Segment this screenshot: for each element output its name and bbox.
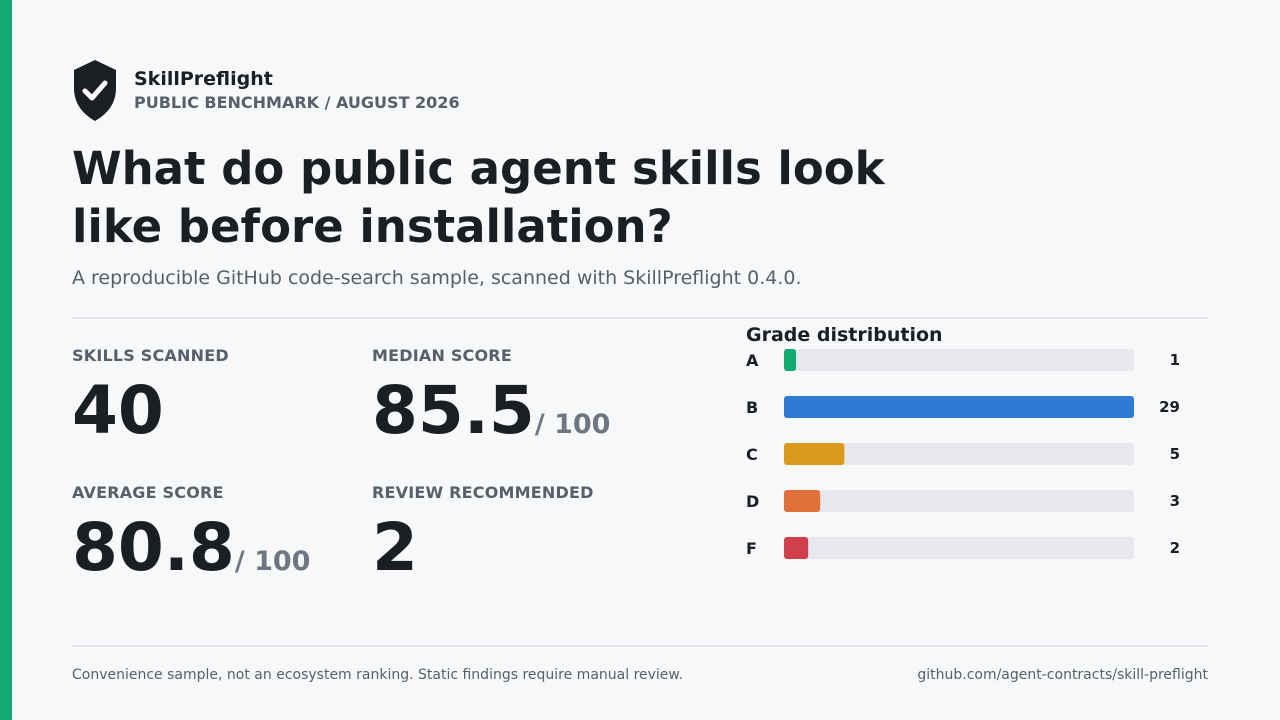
shield-check-icon (74, 60, 116, 121)
stat-review-recommended: REVIEW RECOMMENDED 2 (372, 483, 594, 584)
grade-label-d: D (746, 492, 759, 511)
page-title: What do public agent skills look like be… (72, 142, 885, 253)
brand-subtitle: PUBLIC BENCHMARK / AUGUST 2026 (134, 92, 460, 112)
grade-bar-a (784, 349, 797, 371)
stat-label: MEDIAN SCORE (372, 346, 512, 365)
brand-name: SkillPreflight (134, 67, 273, 90)
stat-value: 80.8 (72, 509, 235, 586)
grade-track-a (784, 349, 1134, 371)
footer-note: Convenience sample, not an ecosystem ran… (72, 667, 684, 683)
stat-value: 2 (372, 509, 418, 586)
chart-title: Grade distribution (746, 324, 943, 346)
footer-link[interactable]: github.com/agent-contracts/skill-preflig… (917, 667, 1208, 683)
grade-label-b: B (746, 398, 758, 417)
grade-label-a: A (746, 351, 759, 370)
stat-label: REVIEW RECOMMENDED (372, 483, 594, 502)
grade-bar-f (784, 537, 809, 559)
grade-bar-b (784, 396, 1134, 418)
grade-count-d: 3 (1170, 492, 1180, 510)
grade-count-a: 1 (1170, 351, 1180, 369)
grade-track-f (784, 537, 1134, 559)
grade-track-d (784, 490, 1134, 512)
stat-skills-scanned: SKILLS SCANNED 40 (72, 346, 229, 447)
grade-label-f: F (746, 539, 757, 558)
bottom-divider (72, 645, 1208, 647)
stat-label: SKILLS SCANNED (72, 346, 229, 365)
accent-bar (0, 0, 12, 720)
stat-median-score: MEDIAN SCORE 85.5/ 100 (372, 346, 610, 447)
grade-track-c (784, 443, 1134, 465)
grade-count-c: 5 (1170, 445, 1180, 463)
page-subtitle: A reproducible GitHub code-search sample… (72, 267, 802, 289)
stat-average-score: AVERAGE SCORE 80.8/ 100 (72, 483, 310, 584)
stat-suffix: / 100 (234, 546, 311, 577)
grade-bar-d (784, 490, 821, 512)
stat-value: 85.5 (372, 372, 535, 449)
stat-value: 40 (72, 372, 164, 449)
grade-distribution-chart: A 1 B 29 C 5 D 3 F 2 (746, 349, 1180, 559)
stat-label: AVERAGE SCORE (72, 483, 224, 502)
grade-count-b: 29 (1159, 398, 1180, 416)
top-divider (72, 317, 1208, 319)
grade-count-f: 2 (1170, 539, 1180, 557)
grade-bar-c (784, 443, 845, 465)
brand-header: SkillPreflight PUBLIC BENCHMARK / AUGUST… (72, 58, 460, 122)
grade-label-c: C (746, 445, 758, 464)
stat-suffix: / 100 (534, 409, 611, 440)
